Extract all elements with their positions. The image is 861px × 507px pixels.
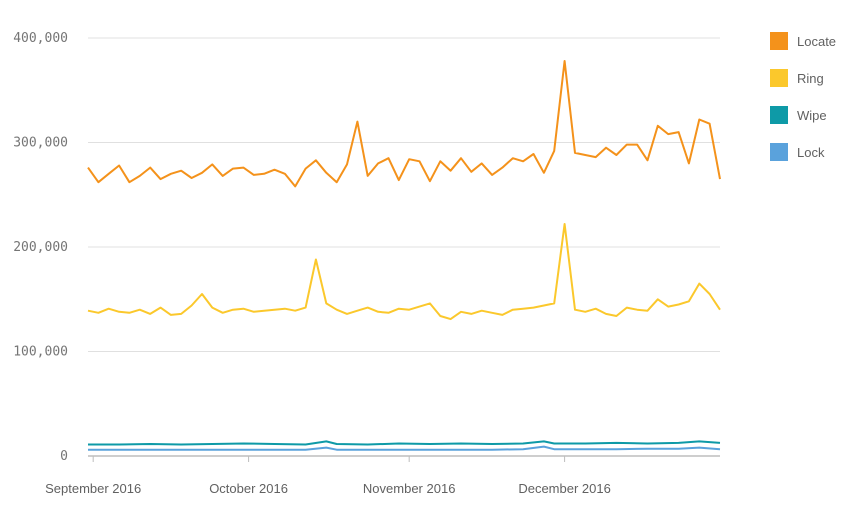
- series-line-ring: [87, 223, 721, 321]
- legend-swatch-ring: [770, 69, 788, 87]
- gridlines: [88, 37, 720, 457]
- x-tick-label: September 2016: [45, 481, 141, 496]
- x-tick-label: October 2016: [209, 481, 288, 496]
- y-tick-label: 300,000: [13, 136, 68, 151]
- y-tick-label: 100,000: [13, 345, 68, 360]
- series-line-wipe: [88, 440, 721, 446]
- series-line-locate: [87, 60, 721, 188]
- y-tick-label: 0: [60, 449, 68, 464]
- legend: Locate Ring Wipe Lock: [770, 32, 836, 161]
- y-tick-label: 200,000: [13, 240, 68, 255]
- y-axis-ticks: 0 100,000 200,000 300,000 400,000: [13, 31, 68, 464]
- legend-swatch-lock: [770, 143, 788, 161]
- x-tick-label: December 2016: [518, 481, 611, 496]
- legend-label-wipe: Wipe: [797, 108, 827, 123]
- legend-label-locate: Locate: [797, 34, 836, 49]
- y-tick-label: 400,000: [13, 31, 68, 46]
- series-line-lock: [88, 445, 721, 451]
- legend-swatch-locate: [770, 32, 788, 50]
- legend-label-ring: Ring: [797, 71, 824, 86]
- x-axis-ticks: September 2016 October 2016 November 2016 D…: [45, 456, 611, 496]
- x-tick-label: November 2016: [363, 481, 456, 496]
- legend-label-lock: Lock: [797, 145, 825, 160]
- series-lines: [87, 60, 721, 451]
- legend-swatch-wipe: [770, 106, 788, 124]
